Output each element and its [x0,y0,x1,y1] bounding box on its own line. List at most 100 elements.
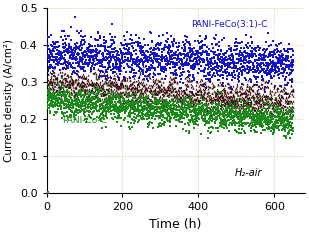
Point [247,114,252,118]
Point [146,55,151,59]
Point [281,124,286,128]
Point [203,117,208,121]
Point [196,72,201,75]
Point [58,106,63,110]
Point [171,80,176,84]
Point [279,115,284,119]
Point [90,44,95,48]
Point [113,104,118,108]
Point [244,113,249,117]
Point [57,53,62,57]
Point [190,116,195,120]
Point [253,102,258,105]
Point [115,94,120,98]
Point [201,95,205,99]
Point [231,54,236,58]
Point [229,99,234,103]
Point [211,117,216,120]
Point [228,86,233,90]
Point [258,117,263,121]
Point [278,55,283,59]
Point [238,120,243,124]
Point [113,97,118,101]
Point [226,98,231,102]
Point [108,92,112,96]
Point [234,121,239,125]
Point [186,54,191,58]
Point [239,114,243,118]
Point [155,91,160,94]
Point [185,114,190,118]
Point [256,91,261,95]
Point [209,56,214,60]
Point [49,44,54,47]
Point [263,61,268,65]
Point [287,100,292,104]
Point [187,100,192,104]
Point [56,91,61,94]
Point [190,74,195,77]
Point [228,90,233,93]
Point [203,67,208,71]
Point [54,84,59,87]
Point [76,102,81,105]
Point [182,102,187,106]
Point [177,113,182,117]
Point [125,43,130,46]
Point [51,73,56,76]
Point [251,112,256,116]
Point [44,82,49,86]
Point [217,109,222,113]
Point [257,115,262,119]
Point [192,114,197,117]
Point [250,88,255,92]
Point [241,46,246,50]
Point [244,114,249,118]
Point [204,104,209,107]
Point [161,66,166,70]
Point [65,91,70,94]
Point [136,40,141,44]
Point [233,66,238,70]
Point [66,46,71,50]
Point [62,90,67,94]
Point [169,78,174,81]
Point [149,92,154,96]
Point [239,116,244,119]
Point [57,94,61,97]
Point [48,82,53,86]
Point [256,114,261,118]
Point [197,102,202,106]
Point [283,91,288,95]
Point [167,88,172,92]
Point [179,46,184,50]
Point [73,78,78,82]
Point [141,99,146,102]
Point [189,94,194,98]
Point [143,112,148,116]
Point [193,118,198,121]
Point [263,122,268,126]
Point [113,115,118,119]
Point [78,65,83,69]
Point [140,91,145,95]
Point [58,56,63,59]
Point [47,106,52,110]
Point [222,59,227,62]
Point [94,38,99,42]
Point [196,85,201,88]
Point [199,115,204,119]
Point [68,74,73,78]
Point [150,70,155,74]
Point [150,113,154,117]
Point [226,91,231,95]
Point [54,76,59,79]
Point [176,86,181,89]
Point [213,94,218,98]
Point [198,102,203,106]
Point [268,96,273,100]
Point [222,53,226,56]
Point [264,64,269,68]
Point [231,60,236,64]
Point [204,96,209,100]
